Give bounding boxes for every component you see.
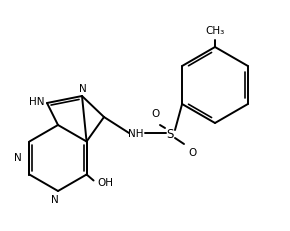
Text: S: S <box>166 128 174 140</box>
Text: N: N <box>79 84 87 94</box>
Text: O: O <box>188 148 196 158</box>
Text: CH₃: CH₃ <box>205 26 225 36</box>
Text: OH: OH <box>97 177 114 188</box>
Text: NH: NH <box>128 129 144 139</box>
Text: N: N <box>51 195 59 205</box>
Text: HN: HN <box>30 97 45 107</box>
Text: O: O <box>152 109 160 119</box>
Text: N: N <box>14 153 21 163</box>
